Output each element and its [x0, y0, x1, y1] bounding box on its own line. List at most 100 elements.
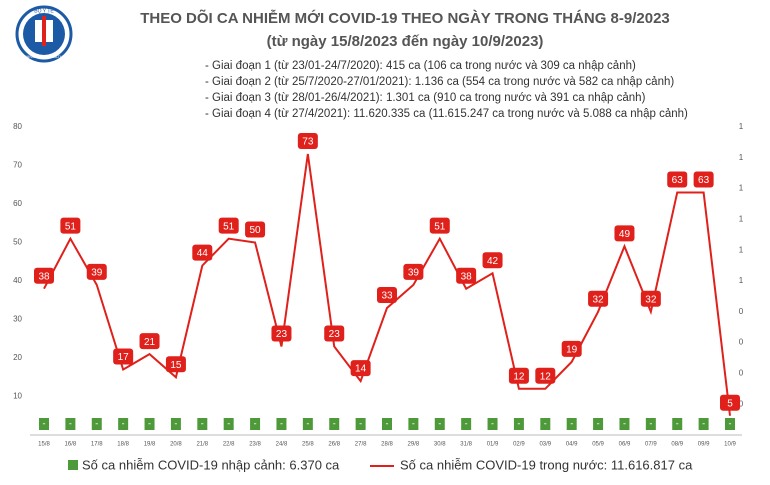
- logo-bottom: MINISTRY OF HEALTH: [26, 55, 63, 59]
- value-label: 23: [329, 329, 341, 340]
- y2-tick-label: 0: [739, 399, 744, 408]
- x-tick-label: 30/8: [434, 442, 446, 448]
- value-label-box: [34, 267, 54, 284]
- import-bar: [91, 418, 102, 430]
- value-label: 33: [381, 291, 393, 302]
- x-tick-label: 09/9: [698, 442, 710, 448]
- import-bar: [593, 418, 604, 430]
- x-tick-label: 22/8: [223, 442, 235, 448]
- logo: BỘ Y TẾ MINISTRY OF HEALTH: [15, 5, 73, 63]
- value-label: 5: [727, 398, 733, 409]
- x-tick-label: 28/8: [381, 442, 393, 448]
- value-label-box: [693, 171, 714, 188]
- import-bar: [170, 418, 181, 430]
- value-label-box: [113, 348, 134, 365]
- x-tick-label: 02/9: [513, 442, 525, 448]
- value-label: -: [95, 418, 98, 428]
- value-label-box: [271, 325, 292, 342]
- value-label: -: [148, 418, 151, 428]
- annotation: - Giai đoạn 3 (từ 28/01-26/4/2021): 1.30…: [205, 92, 646, 104]
- chart-subtitle: (từ ngày 15/8/2023 đến ngày 10/9/2023): [267, 33, 544, 50]
- value-label-box: [218, 217, 239, 234]
- value-label-box: [508, 367, 529, 384]
- import-bar: [276, 418, 287, 430]
- value-label-box: [456, 267, 477, 284]
- value-label-box: [192, 244, 213, 261]
- import-bar: [118, 418, 129, 430]
- x-tick-label: 27/8: [355, 442, 367, 448]
- y2-tick-label: 0: [739, 338, 744, 347]
- legend-label: Số ca nhiễm COVID-19 nhập cảnh: 6.370 ca: [82, 457, 340, 472]
- legend-swatch: [68, 460, 78, 470]
- y2-tick-label: 1: [739, 153, 744, 162]
- import-bar: [144, 418, 155, 430]
- value-label: -: [122, 418, 125, 428]
- import-bar: [672, 418, 683, 430]
- value-label: -: [623, 418, 626, 428]
- x-tick-label: 29/8: [408, 442, 420, 448]
- x-tick-label: 21/8: [196, 442, 208, 448]
- y-tick-label: 70: [13, 161, 22, 170]
- x-tick-label: 16/8: [65, 442, 77, 448]
- import-bar: [250, 418, 261, 430]
- x-tick-label: 06/9: [619, 442, 631, 448]
- value-label: 50: [250, 225, 262, 236]
- value-label: -: [649, 418, 652, 428]
- import-bar: [566, 418, 577, 430]
- value-label-box: [667, 171, 688, 188]
- value-label: -: [570, 418, 573, 428]
- import-bar: [487, 418, 498, 430]
- value-label: 32: [593, 294, 605, 305]
- value-label: -: [544, 418, 547, 428]
- import-bar: [408, 418, 419, 430]
- value-label: -: [333, 418, 336, 428]
- value-label-box: [561, 340, 582, 357]
- value-label: 51: [65, 221, 77, 232]
- import-bar: [540, 418, 551, 430]
- logo-top: BỘ Y TẾ: [34, 7, 54, 14]
- value-label: 73: [302, 137, 314, 148]
- x-tick-label: 10/9: [724, 442, 736, 448]
- value-label: 39: [408, 267, 420, 278]
- x-tick-label: 08/9: [671, 442, 683, 448]
- x-tick-label: 25/8: [302, 442, 314, 448]
- value-label-box: [482, 252, 503, 269]
- import-bar: [223, 418, 234, 430]
- annotation: - Giai đoạn 2 (từ 25/7/2020-27/01/2021):…: [205, 76, 674, 88]
- import-bar: [197, 418, 208, 430]
- import-bar: [645, 418, 656, 430]
- value-label-box: [640, 290, 661, 307]
- value-label-box: [377, 286, 397, 303]
- import-bar: [355, 418, 366, 430]
- value-label: -: [412, 418, 415, 428]
- x-tick-label: 03/9: [539, 442, 551, 448]
- y2-tick-label: 0: [739, 369, 744, 378]
- value-label: -: [729, 418, 732, 428]
- value-label: -: [306, 418, 309, 428]
- import-bar: [329, 418, 340, 430]
- value-label: -: [597, 418, 600, 428]
- value-label-box: [245, 221, 266, 238]
- value-label: 19: [566, 344, 578, 355]
- x-tick-label: 26/8: [328, 442, 340, 448]
- x-tick-label: 23/8: [249, 442, 261, 448]
- y2-tick-label: 1: [739, 122, 744, 131]
- y-tick-label: 10: [13, 392, 22, 401]
- value-label: -: [438, 418, 441, 428]
- value-label: 38: [38, 271, 50, 282]
- value-label: 12: [513, 371, 525, 382]
- value-label: 12: [540, 371, 552, 382]
- value-label-box: [588, 290, 609, 307]
- y2-tick-label: 1: [739, 215, 744, 224]
- import-bar: [65, 418, 76, 430]
- x-tick-label: 18/8: [117, 442, 129, 448]
- value-label: 17: [118, 352, 130, 363]
- annotation: - Giai đoạn 1 (từ 23/01-24/7/2020): 415 …: [205, 60, 636, 72]
- annotation: - Giai đoạn 4 (từ 27/4/2021): 11.620.335…: [205, 108, 688, 120]
- value-label: 63: [672, 175, 684, 186]
- y-tick-label: 40: [13, 276, 22, 285]
- value-label: 51: [434, 221, 446, 232]
- y2-tick-label: 0: [739, 307, 744, 316]
- value-label: -: [702, 418, 705, 428]
